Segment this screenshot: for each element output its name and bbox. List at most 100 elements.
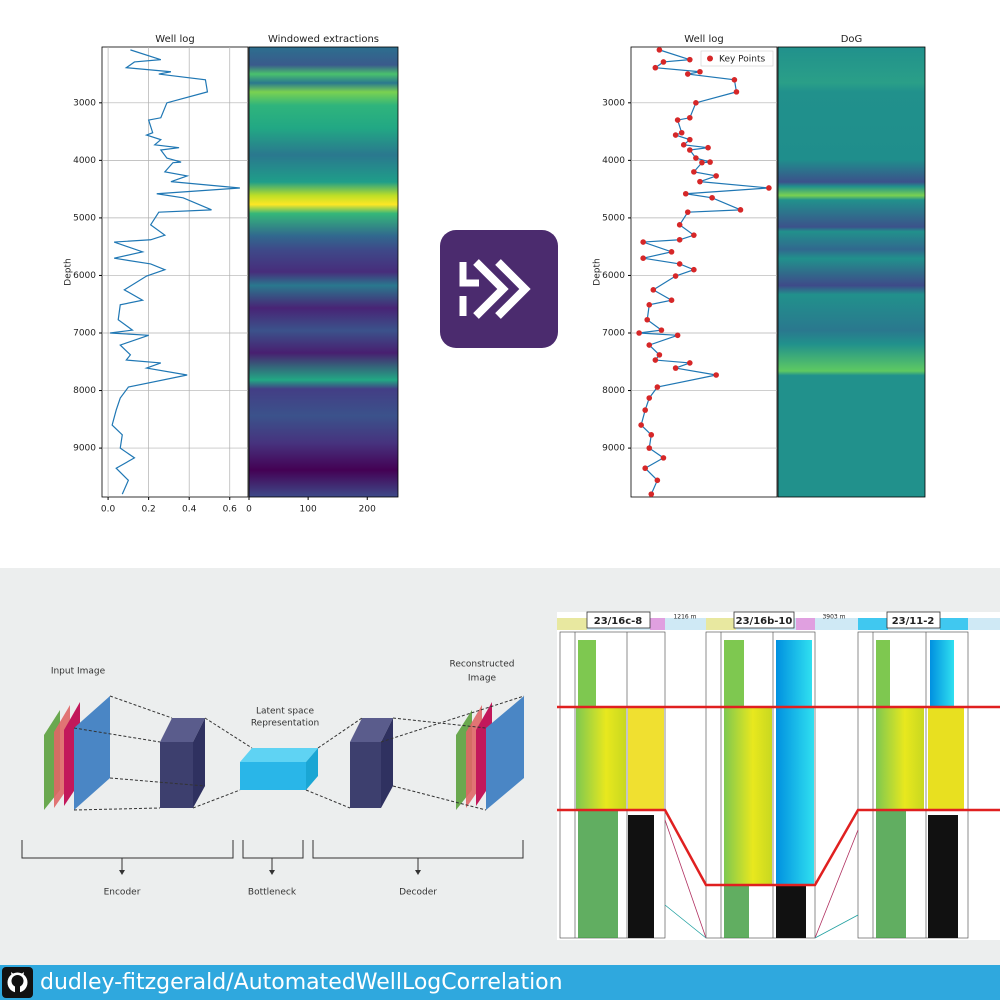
output-label: Image (468, 674, 497, 684)
heatmap-chart: DoG (777, 34, 926, 498)
y-tick-label: 8000 (602, 386, 625, 396)
key-point (652, 64, 659, 71)
key-point (678, 129, 685, 136)
latent-label: Latent space (256, 707, 315, 717)
connectors (73, 695, 525, 811)
key-point (693, 100, 699, 106)
key-point (713, 173, 719, 179)
plot-area (101, 46, 249, 498)
key-point (646, 445, 653, 451)
key-point (660, 455, 667, 461)
x-tick-label: 100 (300, 505, 317, 515)
legend-marker (707, 55, 713, 62)
key-point (652, 357, 659, 363)
key-point (733, 89, 740, 95)
y-tick-label: 3000 (73, 98, 96, 108)
well-name: 23/16b-10 (736, 616, 793, 627)
key-point (672, 273, 679, 279)
key-point (676, 236, 683, 243)
brackets (21, 840, 524, 872)
key-point (656, 47, 663, 53)
chart-title: Well log (155, 34, 194, 45)
y-tick-label: 9000 (602, 444, 625, 454)
x-tick-label: 200 (359, 505, 376, 515)
output-label: Reconstructed (450, 660, 515, 670)
key-point (668, 249, 675, 255)
key-point (709, 194, 715, 201)
key-point (676, 222, 683, 228)
log-fills (576, 640, 964, 938)
key-point (674, 332, 681, 339)
output-stack (456, 696, 524, 810)
stage-label: Decoder (399, 888, 437, 898)
key-point (737, 207, 744, 213)
key-point (713, 372, 719, 378)
chart-title: Windowed extractions (268, 34, 379, 45)
key-point (658, 327, 665, 333)
y-tick-label: 7000 (73, 328, 96, 338)
legend-label: Key Points (719, 55, 766, 65)
key-point (693, 155, 699, 161)
key-point (680, 142, 687, 148)
key-point (766, 185, 772, 191)
key-point (654, 384, 661, 390)
key-point (648, 432, 655, 438)
key-point (684, 209, 691, 215)
key-point (646, 302, 653, 308)
key-point (640, 255, 646, 261)
y-axis-label: Depth (64, 258, 74, 285)
key-point (707, 159, 713, 165)
well-distance: 1216 m (673, 614, 696, 621)
x-tick-label: 0.0 (101, 505, 116, 515)
y-tick-label: 9000 (73, 444, 96, 454)
y-tick-label: 4000 (602, 156, 625, 166)
bottleneck-block (240, 748, 318, 790)
key-point (646, 395, 653, 401)
chart-title: Well log (684, 34, 723, 45)
key-point (656, 352, 663, 358)
well-correlation: 23/16c-8 23/16b-10 23/11-2 1216 m 3903 m (557, 611, 1000, 940)
key-point (691, 169, 697, 175)
well-log-line (110, 49, 240, 495)
encoder-block (160, 718, 205, 808)
key-point (638, 422, 644, 428)
key-point (644, 316, 651, 323)
y-tick-label: 8000 (73, 386, 96, 396)
latent-label: Representation (251, 719, 319, 729)
arrow-icon (440, 230, 558, 348)
key-point (654, 477, 661, 484)
key-point (648, 491, 655, 497)
x-tick-label: 0.4 (182, 505, 197, 515)
key-point (668, 297, 675, 303)
well-name: 23/16c-8 (594, 616, 643, 627)
y-tick-label: 7000 (602, 328, 625, 338)
key-point (699, 159, 705, 166)
chart-title: DoG (841, 34, 863, 45)
footer: dudley-fitzgerald/AutomatedWellLogCorrel… (0, 965, 1000, 1000)
legend-box (700, 50, 774, 67)
well-name: 23/11-2 (892, 616, 935, 627)
y-tick-label: 6000 (602, 271, 625, 281)
heatmap (777, 46, 926, 498)
repository-name[interactable]: dudley-fitzgerald/AutomatedWellLogCorrel… (40, 970, 563, 995)
key-point (687, 114, 693, 121)
key-point (672, 365, 679, 371)
plot-area (630, 46, 778, 498)
key-point (636, 330, 642, 336)
key-point (642, 465, 648, 472)
key-point (672, 132, 679, 138)
line-chart: 3000 4000 5000 6000 7000 8000 9000 0.0 0.2 0.4 0.6… (64, 34, 249, 515)
y-tick-label: 5000 (73, 213, 96, 223)
well-distance: 3903 m (822, 614, 845, 621)
key-point (684, 71, 691, 77)
decoder-block (350, 718, 393, 808)
key-point (691, 266, 697, 273)
key-point (687, 147, 693, 153)
x-tick-label: 0.2 (141, 505, 155, 515)
key-point (646, 342, 653, 348)
input-label: Input Image (51, 667, 106, 677)
key-point (642, 407, 648, 413)
